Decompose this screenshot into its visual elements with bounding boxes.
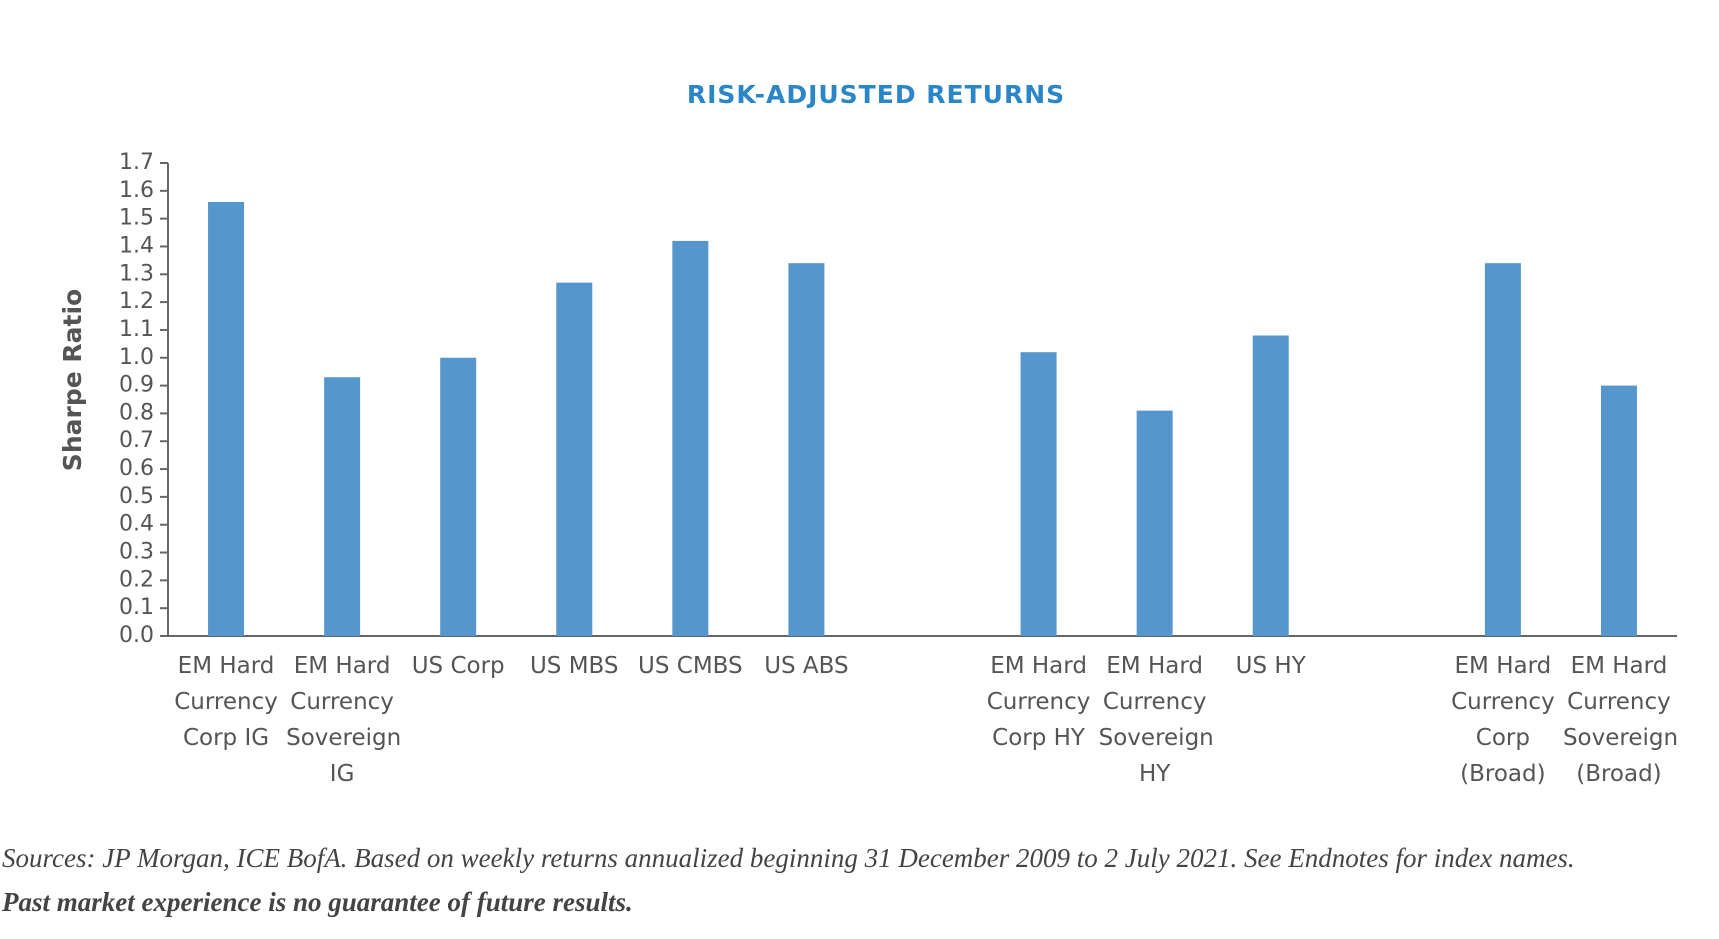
disclaimer-note: Past market experience is no guarantee o… [2, 887, 633, 917]
x-tick-label: EM Hard Currency Corp IG [174, 653, 278, 751]
y-tick-label: 1.3 [119, 261, 154, 286]
y-tick-label: 0.1 [119, 595, 154, 620]
y-tick-label: 1.0 [119, 345, 154, 370]
x-tick-label: US CMBS [638, 653, 743, 679]
chart-title: RISK-ADJUSTED RETURNS [687, 80, 1065, 109]
bar [1600, 385, 1637, 636]
y-tick-label: 1.2 [119, 289, 154, 314]
y-tick-label: 0.9 [119, 373, 154, 398]
y-tick-label: 1.1 [119, 317, 154, 342]
y-tick-label: 0.8 [119, 400, 154, 425]
bar [788, 263, 825, 636]
y-tick-label: 0.3 [119, 540, 154, 565]
y-tick-label: 0.6 [119, 456, 154, 481]
y-tick-label: 0.0 [119, 623, 154, 648]
bar [1484, 263, 1521, 636]
y-tick-label: 0.7 [119, 428, 154, 453]
y-axis-label: Sharpe Ratio [58, 289, 87, 471]
x-tick-label: US HY [1235, 653, 1306, 679]
x-tick-label: US ABS [764, 653, 849, 679]
bar [556, 282, 593, 636]
x-tick-label: US MBS [529, 653, 619, 679]
sources-note: Sources: JP Morgan, ICE BofA. Based on w… [2, 843, 1575, 873]
bar [324, 377, 361, 636]
x-tick-label: EM Hard Currency Sovereign IG [286, 653, 402, 787]
y-tick-label: 0.4 [119, 512, 154, 537]
y-tick-label: 1.4 [119, 233, 154, 258]
y-tick-label: 1.5 [119, 206, 154, 231]
bar [1136, 410, 1173, 636]
bar [1020, 352, 1057, 636]
x-tick-label: EM Hard Currency Sovereign HY [1098, 653, 1214, 787]
bar [208, 201, 245, 636]
x-tick-label: EM Hard Currency Sovereign (Broad) [1562, 653, 1679, 787]
x-tick-label: US Corp [411, 653, 505, 679]
bar [1252, 335, 1289, 636]
y-tick-label: 0.5 [119, 484, 154, 509]
y-tick-label: 0.2 [119, 567, 154, 592]
y-tick-label: 1.7 [119, 150, 154, 175]
bar [440, 357, 477, 636]
x-tick-label: EM Hard Currency Corp HY [986, 653, 1091, 751]
chart: RISK-ADJUSTED RETURNS Sharpe Ratio 0.0 0.… [58, 80, 1677, 648]
x-tick-label: EM Hard Currency Corp (Broad) [1451, 653, 1555, 787]
y-tick-label: 1.6 [119, 178, 154, 203]
bar [672, 240, 709, 636]
